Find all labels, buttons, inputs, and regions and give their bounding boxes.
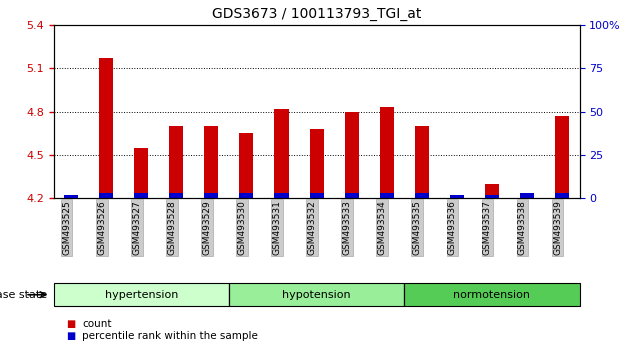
Bar xyxy=(309,129,324,198)
Bar xyxy=(555,193,569,198)
Text: GSM493531: GSM493531 xyxy=(273,200,282,255)
Text: GSM493526: GSM493526 xyxy=(97,200,106,255)
Bar xyxy=(134,193,148,198)
Text: hypertension: hypertension xyxy=(105,290,178,300)
Bar xyxy=(64,197,78,198)
Bar xyxy=(99,193,113,198)
Bar xyxy=(309,193,324,198)
Text: GSM493535: GSM493535 xyxy=(413,200,422,255)
Bar xyxy=(99,58,113,198)
Text: GSM493529: GSM493529 xyxy=(202,200,212,255)
Text: hypotension: hypotension xyxy=(282,290,351,300)
Text: GSM493538: GSM493538 xyxy=(518,200,527,255)
Bar xyxy=(520,193,534,198)
Bar xyxy=(275,109,289,198)
FancyBboxPatch shape xyxy=(229,283,404,306)
Bar xyxy=(520,195,534,198)
Bar xyxy=(415,193,429,198)
Bar xyxy=(450,197,464,198)
Bar xyxy=(239,133,253,198)
Text: GSM493534: GSM493534 xyxy=(378,200,387,255)
Text: GSM493533: GSM493533 xyxy=(343,200,352,255)
Bar xyxy=(485,184,499,198)
Bar xyxy=(64,195,78,198)
Text: GSM493539: GSM493539 xyxy=(553,200,562,255)
Text: GSM493528: GSM493528 xyxy=(168,200,176,255)
Text: normotension: normotension xyxy=(454,290,530,300)
Bar xyxy=(380,107,394,198)
Bar xyxy=(204,126,219,198)
Text: ■: ■ xyxy=(66,319,76,329)
Bar xyxy=(415,126,429,198)
Text: disease state: disease state xyxy=(0,290,47,300)
Bar xyxy=(275,193,289,198)
Bar xyxy=(345,193,358,198)
Bar xyxy=(555,116,569,198)
Text: GSM493527: GSM493527 xyxy=(132,200,141,255)
Bar xyxy=(134,148,148,198)
Text: count: count xyxy=(82,319,112,329)
Text: GSM493532: GSM493532 xyxy=(307,200,317,255)
Text: GSM493536: GSM493536 xyxy=(448,200,457,255)
Text: GSM493525: GSM493525 xyxy=(62,200,71,255)
Bar xyxy=(450,195,464,198)
Bar xyxy=(345,112,358,198)
Text: GSM493537: GSM493537 xyxy=(483,200,492,255)
Bar xyxy=(169,126,183,198)
Bar xyxy=(239,193,253,198)
Text: GSM493530: GSM493530 xyxy=(238,200,246,255)
Bar xyxy=(204,193,219,198)
Bar xyxy=(380,193,394,198)
Text: ■: ■ xyxy=(66,331,76,341)
Text: percentile rank within the sample: percentile rank within the sample xyxy=(82,331,258,341)
Bar xyxy=(485,195,499,198)
FancyBboxPatch shape xyxy=(404,283,580,306)
Title: GDS3673 / 100113793_TGI_at: GDS3673 / 100113793_TGI_at xyxy=(212,7,421,21)
FancyBboxPatch shape xyxy=(54,283,229,306)
Bar xyxy=(169,193,183,198)
